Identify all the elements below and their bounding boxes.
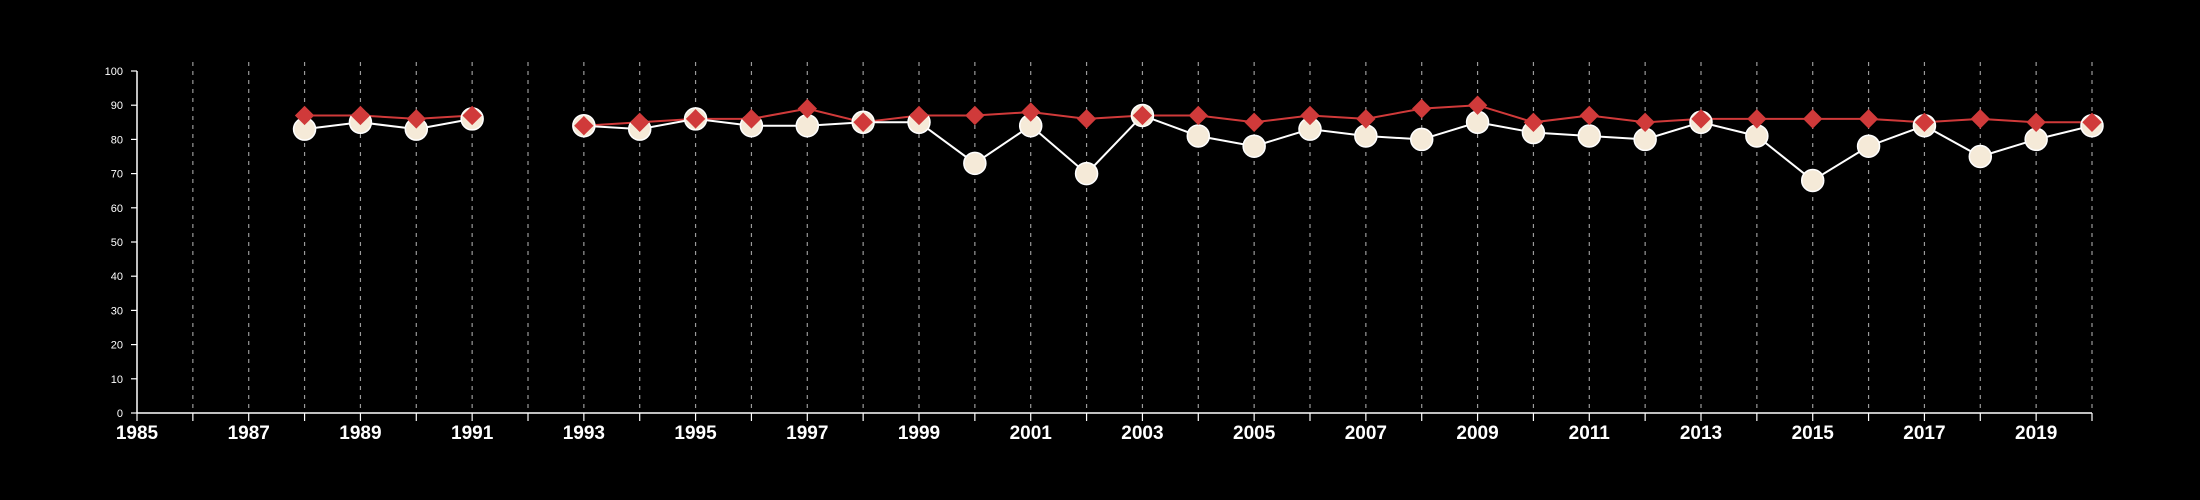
series-1-point <box>574 116 594 136</box>
series-1-point <box>685 109 706 129</box>
x-tick-label: 1995 <box>674 423 717 444</box>
x-tick-label: 2017 <box>1903 423 1945 444</box>
series-1-point <box>2082 112 2102 133</box>
x-tick-label: 2011 <box>1569 423 1611 444</box>
y-tick-label: 0 <box>117 408 123 420</box>
y-tick-label: 40 <box>111 271 123 283</box>
series-2-point <box>1074 161 1099 186</box>
series-1-point <box>1076 109 1097 129</box>
x-tick-label: 1993 <box>563 423 605 444</box>
series-1-point <box>1300 105 1320 126</box>
x-tick-label: 2019 <box>2015 423 2057 444</box>
series-1-point <box>630 112 650 133</box>
series <box>292 95 2104 193</box>
series-1-point <box>1691 109 1711 129</box>
axes: 0 10 20 30 40 50 60 70 80 90 100 1985 1987 1989 1991 19… <box>105 66 2093 444</box>
y-tick-label: 20 <box>111 340 123 352</box>
y-tick-label: 30 <box>111 305 123 317</box>
series-1-line <box>304 104 2092 127</box>
series-1-point <box>1635 112 1655 133</box>
series-1-point <box>1132 105 1153 126</box>
y-tick-label: 50 <box>111 237 123 249</box>
x-tick-label: 2007 <box>1345 423 1387 444</box>
series-2-point <box>1968 144 1993 169</box>
y-tick-label: 10 <box>111 374 123 386</box>
series-1-point <box>909 105 929 126</box>
series-1-point <box>462 105 482 126</box>
series-1-point <box>741 109 762 129</box>
series-2-point <box>1409 127 1434 152</box>
series-1-point <box>406 109 426 129</box>
series-1-point <box>294 105 315 126</box>
y-tick-label: 60 <box>111 203 123 215</box>
x-tick-label: 1997 <box>786 423 828 444</box>
series-1-point <box>1803 109 1823 129</box>
x-tick-label: 1991 <box>451 423 494 444</box>
series-1-point <box>1970 109 1990 129</box>
series-1-point <box>1356 109 1376 129</box>
series-2-point <box>963 151 987 176</box>
x-tick-label: 1999 <box>898 423 940 444</box>
series-1-point <box>1747 109 1767 129</box>
series-1-point <box>965 105 985 126</box>
series-2-point <box>1242 134 1266 158</box>
x-tick-label: 2009 <box>1456 423 1498 444</box>
series-1-point <box>1244 112 1264 133</box>
y-tick-label: 80 <box>111 134 123 146</box>
series-1-point <box>1858 109 1879 129</box>
y-tick-label: 100 <box>105 66 123 78</box>
x-tick-label: 2001 <box>1010 423 1053 444</box>
series-2-line <box>304 114 2093 182</box>
series-1-point <box>350 105 371 126</box>
x-tick-label: 2005 <box>1233 423 1276 444</box>
series-2-point <box>1856 134 1881 158</box>
x-tick-label: 1989 <box>339 423 381 444</box>
series-1-point <box>1412 98 1432 119</box>
series-1-point <box>2026 112 2046 133</box>
x-tick-label: 1987 <box>228 423 270 444</box>
series-1-point <box>1523 112 1544 133</box>
x-tick-label: 2015 <box>1792 423 1835 444</box>
series-2-point <box>1186 124 1211 148</box>
x-tick-label: 1985 <box>116 423 159 444</box>
series-1-point <box>1467 95 1488 115</box>
series-1-point <box>1188 105 1208 126</box>
series-2-point <box>1800 168 1825 193</box>
x-tick-label: 2003 <box>1121 423 1163 444</box>
y-tick-label: 90 <box>111 100 123 112</box>
series-1-point <box>797 98 817 119</box>
series-1-point <box>1914 112 1935 133</box>
series-1-point <box>1579 105 1599 126</box>
series-1-point <box>853 112 873 133</box>
series-1-point <box>1021 102 1041 122</box>
series-2-point <box>1577 124 1602 148</box>
y-tick-label: 70 <box>111 169 123 181</box>
x-tick-label: 2013 <box>1680 423 1722 444</box>
